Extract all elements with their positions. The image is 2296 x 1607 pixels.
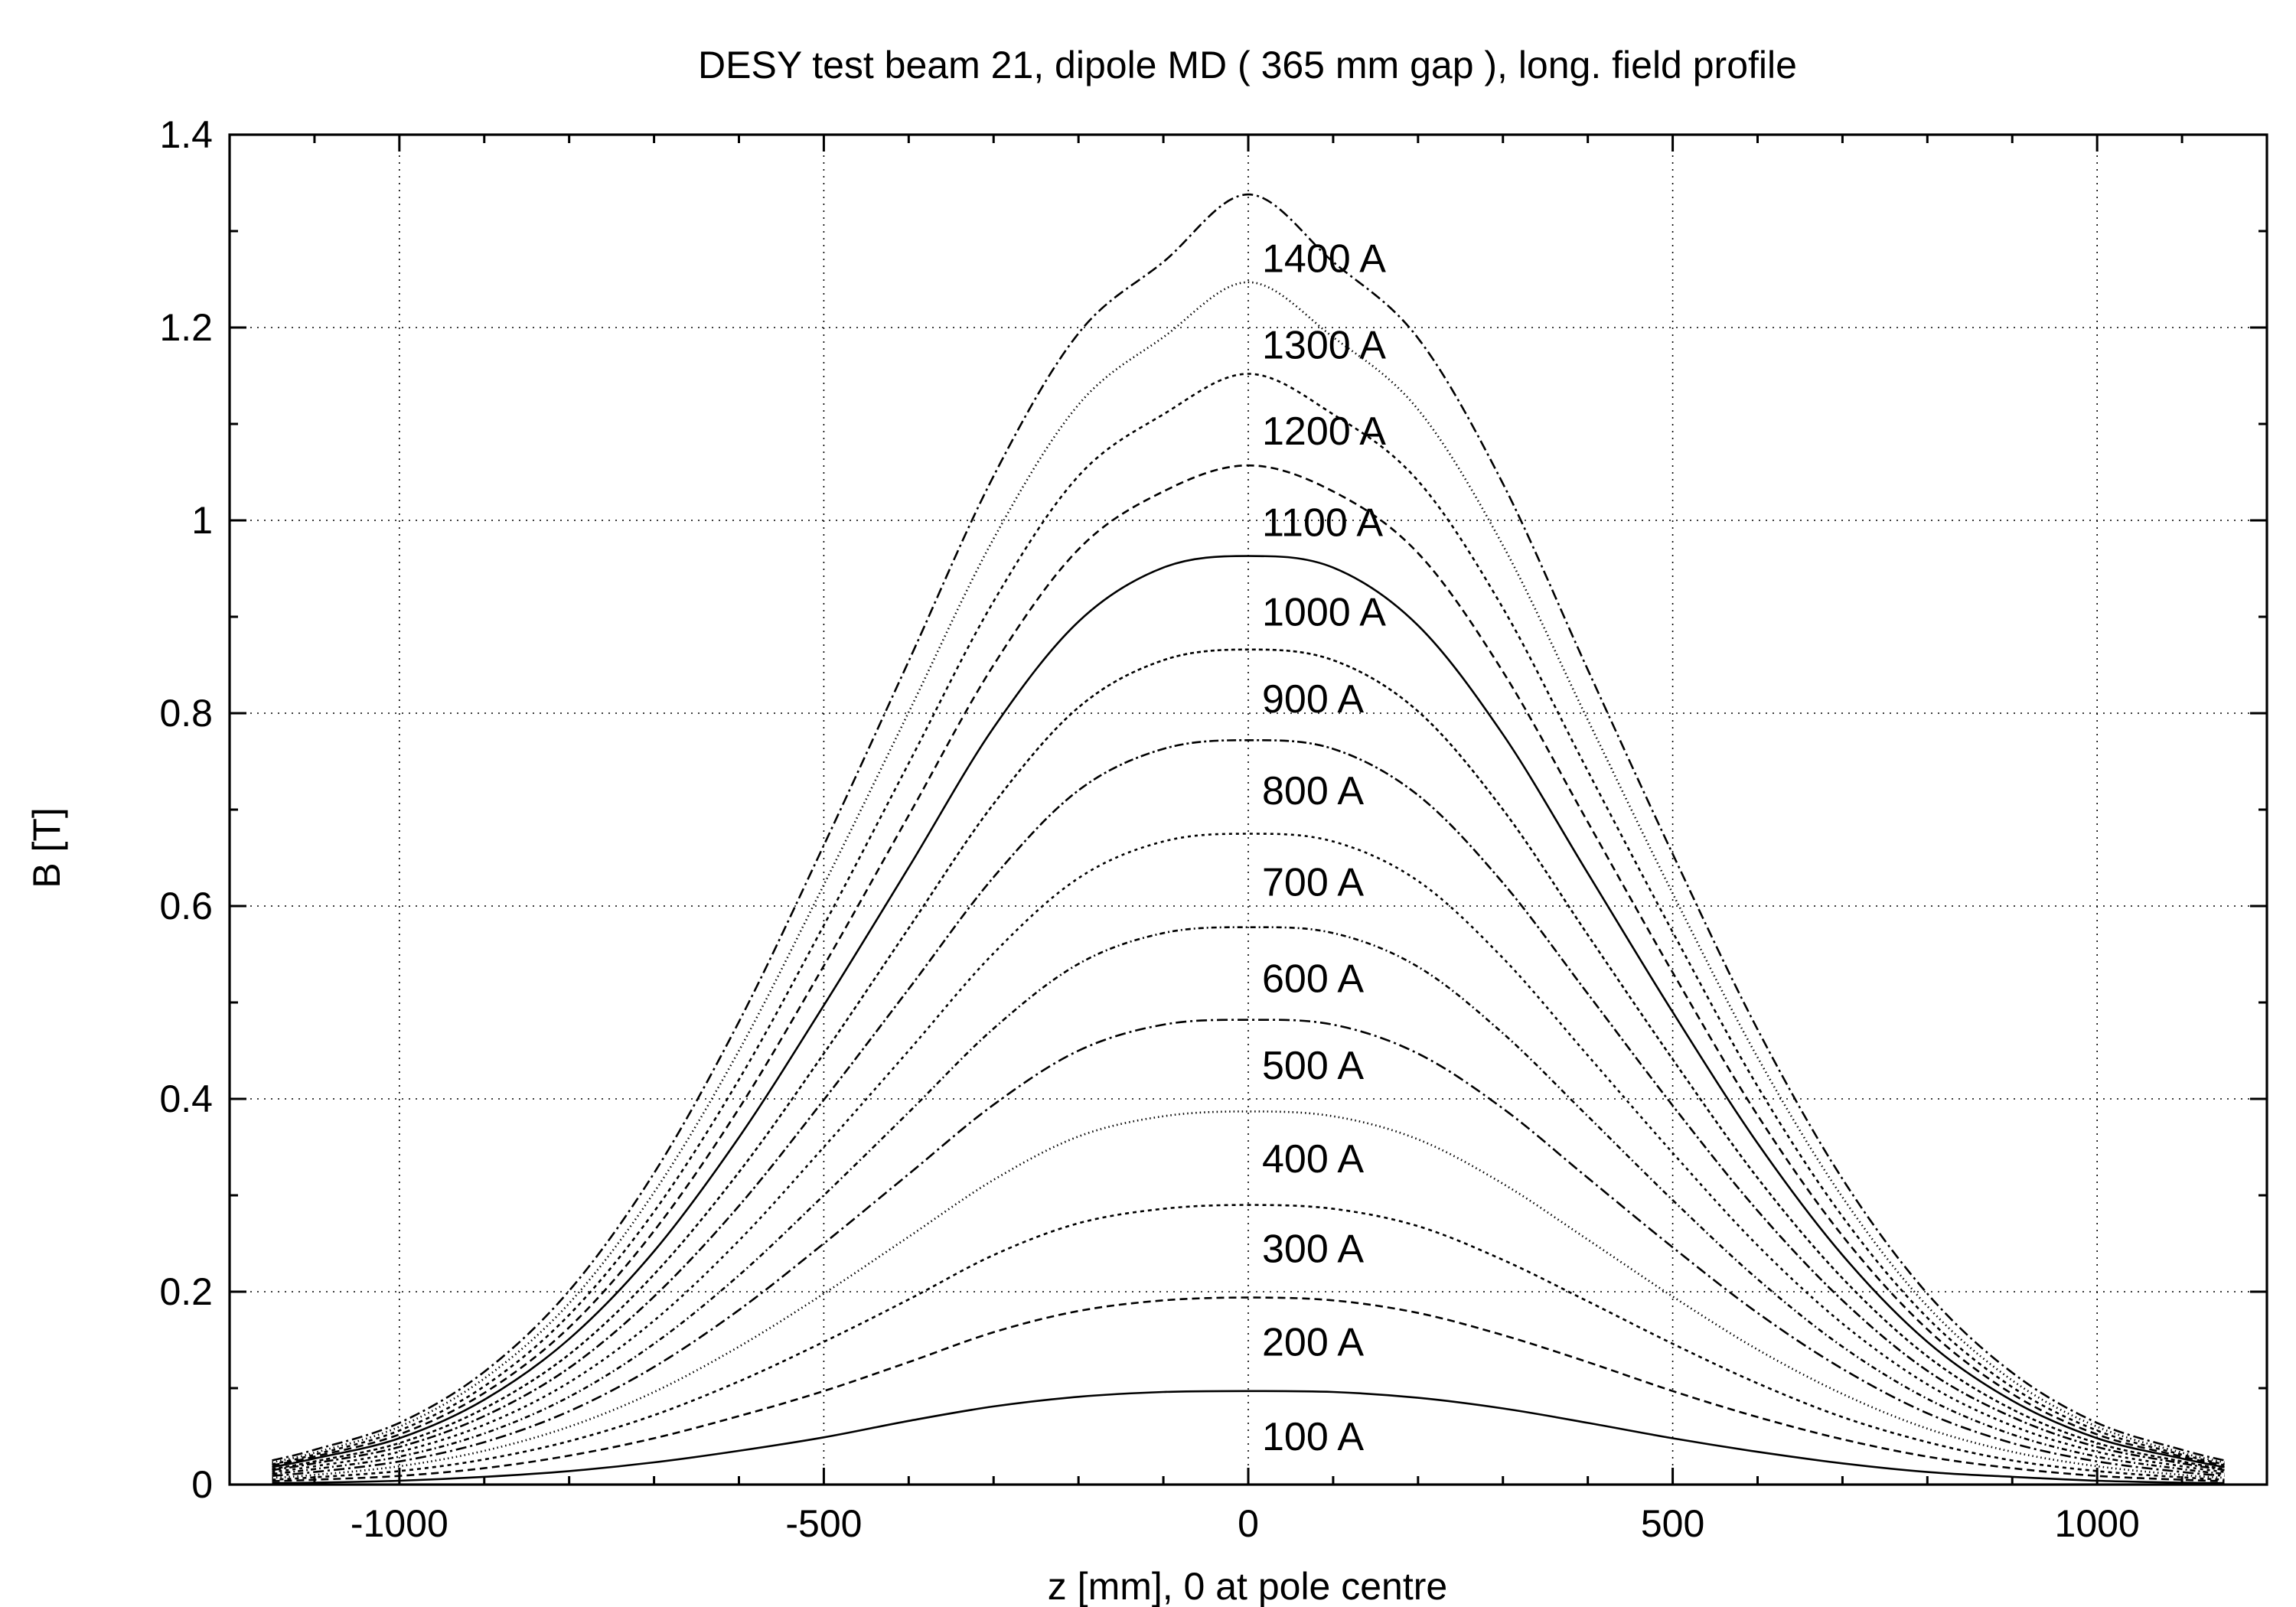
y-tick-label: 1.4: [159, 113, 213, 156]
y-tick-label: 1: [191, 499, 213, 542]
curve-label-100-a: 100 A: [1262, 1415, 1364, 1459]
y-tick-label: 0: [191, 1463, 213, 1506]
curve-600-a: [272, 926, 2225, 1475]
curve-1000-a: [272, 555, 2225, 1468]
curve-label-800-a: 800 A: [1262, 769, 1364, 813]
curve-label-600-a: 600 A: [1262, 957, 1364, 1002]
curve-label-layer: 100 A 200 A 300 A 400 A 500 A 600 A 700 A 800 A…: [1262, 236, 1386, 1459]
curve-label-1400-a: 1400 A: [1262, 236, 1386, 281]
y-tick-label: 0.4: [159, 1077, 213, 1120]
x-tick-label: -500: [785, 1502, 862, 1545]
curve-label-1200-a: 1200 A: [1262, 409, 1386, 454]
curve-100-a: [272, 1390, 2225, 1485]
curve-700-a: [272, 833, 2225, 1473]
chart-title: DESY test beam 21, dipole MD ( 365 mm ga…: [698, 44, 1797, 86]
curve-1400-a: [272, 193, 2225, 1462]
y-tick-label: 0.8: [159, 692, 213, 735]
curve-200-a: [272, 1296, 2225, 1482]
curve-label-1300-a: 1300 A: [1262, 324, 1386, 368]
tick-layer: -1000 -500 0 500 1000 0 0.2 0.4 0.6 0.8 1 1.2 1.4: [159, 113, 2268, 1545]
y-axis-label: B [T]: [25, 807, 68, 888]
curve-900-a: [272, 648, 2225, 1471]
curve-500-a: [272, 1019, 2225, 1477]
y-tick-label: 0.2: [159, 1270, 213, 1313]
x-tick-label: 1000: [2055, 1502, 2140, 1545]
curve-400-a: [272, 1110, 2225, 1479]
curve-1200-a: [272, 373, 2225, 1465]
curve-300-a: [272, 1204, 2225, 1481]
x-tick-label: -1000: [351, 1502, 448, 1545]
curve-label-500-a: 500 A: [1262, 1044, 1364, 1088]
y-tick-label: 1.2: [159, 306, 213, 349]
x-axis-label: z [mm], 0 at pole centre: [1048, 1565, 1447, 1607]
curve-label-1000-a: 1000 A: [1262, 591, 1386, 635]
x-tick-label: 500: [1641, 1502, 1704, 1545]
curve-1300-a: [272, 281, 2225, 1464]
x-tick-label: 0: [1238, 1502, 1259, 1545]
curve-label-1100-a: 1100 A: [1262, 501, 1383, 546]
grid-layer: [230, 135, 2267, 1485]
curve-layer: [272, 193, 2225, 1485]
y-tick-label: 0.6: [159, 885, 213, 927]
curve-label-200-a: 200 A: [1262, 1321, 1364, 1365]
curve-800-a: [272, 738, 2225, 1472]
curve-label-900-a: 900 A: [1262, 677, 1364, 722]
curve-label-300-a: 300 A: [1262, 1227, 1364, 1271]
curve-1100-a: [272, 464, 2225, 1467]
curve-label-400-a: 400 A: [1262, 1137, 1364, 1182]
curve-label-700-a: 700 A: [1262, 861, 1364, 905]
